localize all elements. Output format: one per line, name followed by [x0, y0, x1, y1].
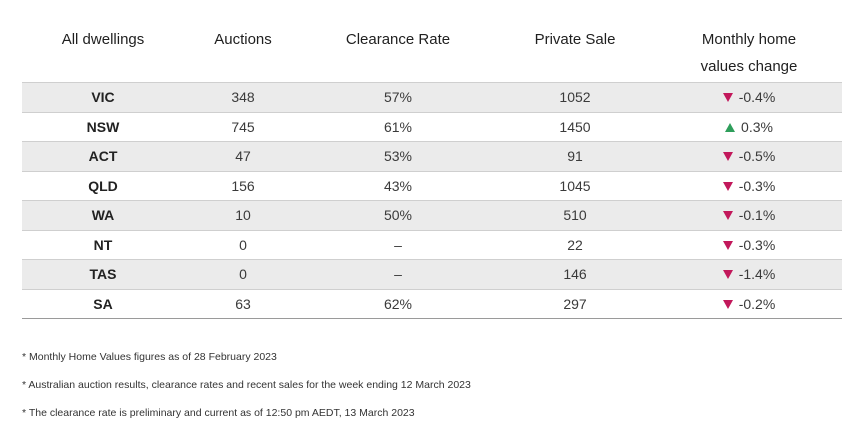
table-row: WA 10 50% 510 -0.1% — [22, 200, 842, 231]
cell-monthly-change: -0.5% — [656, 141, 842, 172]
cell-monthly-change: 0.3% — [656, 112, 842, 142]
change-value: -0.4% — [738, 89, 776, 106]
cell-private-sale: 91 — [494, 141, 656, 172]
cell-private-sale: 510 — [494, 200, 656, 231]
triangle-down-icon — [722, 181, 733, 191]
cell-state: VIC — [22, 82, 184, 113]
change-value: -0.3% — [738, 236, 776, 253]
cell-monthly-change: -0.1% — [656, 200, 842, 231]
cell-state: QLD — [22, 171, 184, 201]
cell-private-sale: 146 — [494, 259, 656, 290]
cell-private-sale: 1045 — [494, 171, 656, 201]
header-clearance-rate: Clearance Rate — [302, 22, 494, 83]
triangle-up-icon — [725, 122, 736, 132]
cell-clearance-rate: 53% — [302, 141, 494, 172]
cell-auctions: 47 — [184, 141, 302, 172]
auction-results-table: All dwellings Auctions Clearance Rate Pr… — [22, 22, 842, 319]
change-value: -0.1% — [738, 207, 776, 224]
table-row: TAS 0–146 -1.4% — [22, 259, 842, 290]
cell-auctions: 0 — [184, 230, 302, 260]
header-monthly-line1: Monthly home — [701, 31, 797, 48]
header-all-dwellings: All dwellings — [22, 22, 184, 83]
cell-auctions: 156 — [184, 171, 302, 201]
table-header: All dwellings Auctions Clearance Rate Pr… — [22, 22, 842, 83]
header-monthly-line2: values change — [700, 58, 798, 75]
table-row: VIC 348 57% 1052 -0.4% — [22, 82, 842, 113]
cell-monthly-change: -0.3% — [656, 230, 842, 260]
cell-private-sale: 297 — [494, 289, 656, 319]
cell-clearance-rate: 50% — [302, 200, 494, 231]
table-row: NT 0–22 -0.3% — [22, 230, 842, 260]
cell-auctions: 745 — [184, 112, 302, 142]
change-value: -0.3% — [738, 177, 776, 194]
change-value: -0.2% — [738, 295, 776, 312]
cell-private-sale: 22 — [494, 230, 656, 260]
triangle-down-icon — [722, 93, 733, 103]
cell-clearance-rate: 43% — [302, 171, 494, 201]
cell-monthly-change: -1.4% — [656, 259, 842, 290]
header-auctions: Auctions — [184, 22, 302, 83]
change-value: 0.3% — [741, 118, 773, 135]
cell-clearance-rate: – — [302, 230, 494, 260]
cell-monthly-change: -0.4% — [656, 82, 842, 113]
triangle-down-icon — [722, 152, 733, 162]
cell-monthly-change: -0.2% — [656, 289, 842, 319]
auction-results-table-container: All dwellings Auctions Clearance Rate Pr… — [22, 22, 842, 319]
triangle-down-icon — [722, 240, 733, 250]
footnotes: * Monthly Home Values figures as of 28 F… — [22, 348, 842, 432]
footnote-home-values-date: * Monthly Home Values figures as of 28 F… — [22, 351, 277, 363]
cell-monthly-change: -0.3% — [656, 171, 842, 201]
triangle-down-icon — [722, 211, 733, 221]
cell-state: TAS — [22, 259, 184, 290]
table-row: NSW 745 61% 1450 0.3% — [22, 112, 842, 142]
cell-auctions: 348 — [184, 82, 302, 113]
change-value: -0.5% — [738, 148, 776, 165]
header-monthly-home-values-change: Monthly home values change — [656, 22, 842, 83]
cell-clearance-rate: 62% — [302, 289, 494, 319]
cell-auctions: 10 — [184, 200, 302, 231]
triangle-down-icon — [722, 299, 733, 309]
cell-clearance-rate: – — [302, 259, 494, 290]
table-row: SA 63 62% 297 -0.2% — [22, 289, 842, 319]
change-value: -1.4% — [738, 266, 776, 283]
triangle-down-icon — [722, 270, 733, 280]
table-row: ACT 47 53% 91 -0.5% — [22, 141, 842, 172]
cell-state: ACT — [22, 141, 184, 172]
cell-private-sale: 1052 — [494, 82, 656, 113]
cell-state: WA — [22, 200, 184, 231]
table-body: VIC 348 57% 1052 -0.4% NSW 745 61% 1450 0.3% ACT 47… — [22, 82, 842, 319]
cell-clearance-rate: 61% — [302, 112, 494, 142]
header-row: All dwellings Auctions Clearance Rate Pr… — [22, 22, 842, 83]
cell-state: SA — [22, 289, 184, 319]
cell-state: NT — [22, 230, 184, 260]
cell-clearance-rate: 57% — [302, 82, 494, 113]
cell-auctions: 63 — [184, 289, 302, 319]
footnote-clearance-preliminary: * The clearance rate is preliminary and … — [22, 407, 415, 419]
cell-private-sale: 1450 — [494, 112, 656, 142]
footnote-auction-week: * Australian auction results, clearance … — [22, 379, 471, 391]
cell-state: NSW — [22, 112, 184, 142]
cell-auctions: 0 — [184, 259, 302, 290]
table-row: QLD 156 43% 1045 -0.3% — [22, 171, 842, 201]
header-private-sale: Private Sale — [494, 22, 656, 83]
